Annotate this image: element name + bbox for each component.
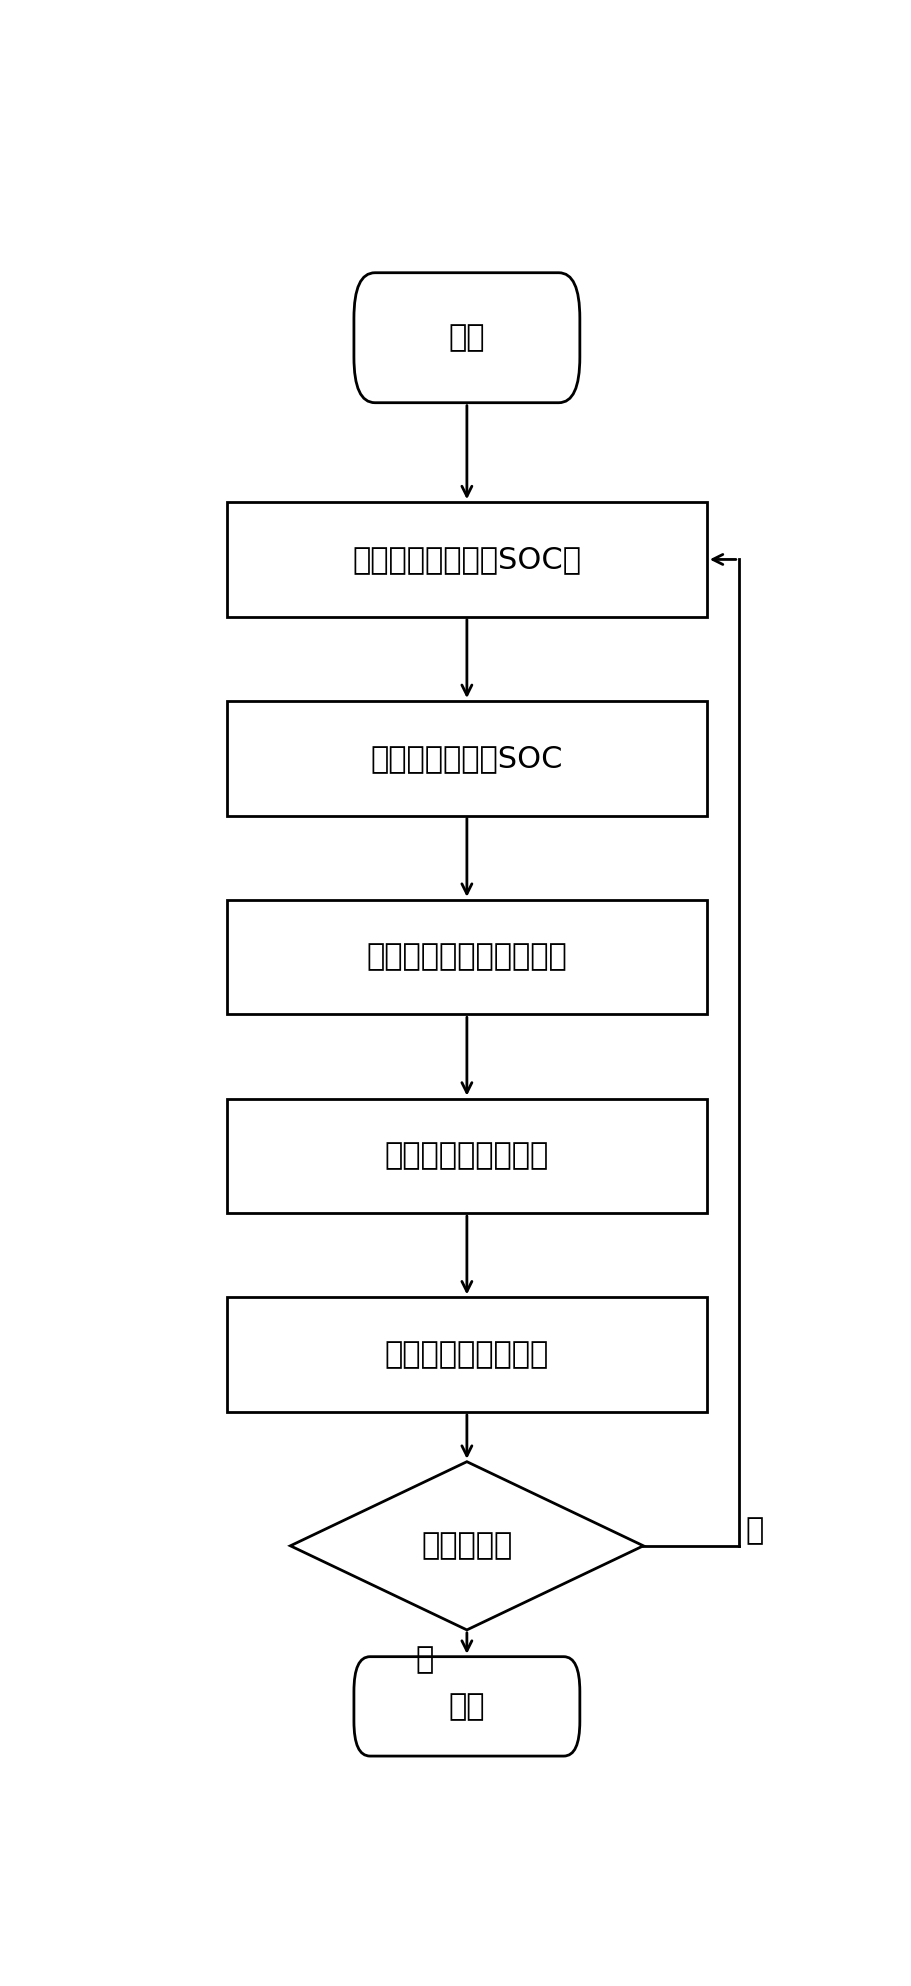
FancyBboxPatch shape (353, 272, 579, 403)
Bar (227, 502, 707, 618)
Bar (227, 1098, 707, 1213)
Text: 安时积分法获取SOC: 安时积分法获取SOC (371, 743, 563, 773)
Text: 否: 否 (746, 1515, 764, 1545)
FancyBboxPatch shape (353, 1656, 579, 1756)
Text: 扩展卡尔曼测量更新: 扩展卡尔曼测量更新 (384, 1341, 549, 1368)
Text: 是: 是 (415, 1644, 434, 1674)
Text: 开始: 开始 (448, 324, 486, 352)
Bar (227, 701, 707, 816)
Text: 结束: 结束 (448, 1692, 486, 1722)
Bar (227, 1297, 707, 1412)
Polygon shape (291, 1462, 643, 1631)
Text: 扩展卡尔曼时间更新: 扩展卡尔曼时间更新 (384, 1142, 549, 1170)
Text: 估算完成？: 估算完成？ (421, 1531, 513, 1561)
Text: 开路电压发初始化SOC。: 开路电压发初始化SOC。 (353, 544, 581, 574)
Bar (227, 900, 707, 1015)
Text: 容量修正和观测噪声修正: 容量修正和观测噪声修正 (366, 943, 568, 971)
